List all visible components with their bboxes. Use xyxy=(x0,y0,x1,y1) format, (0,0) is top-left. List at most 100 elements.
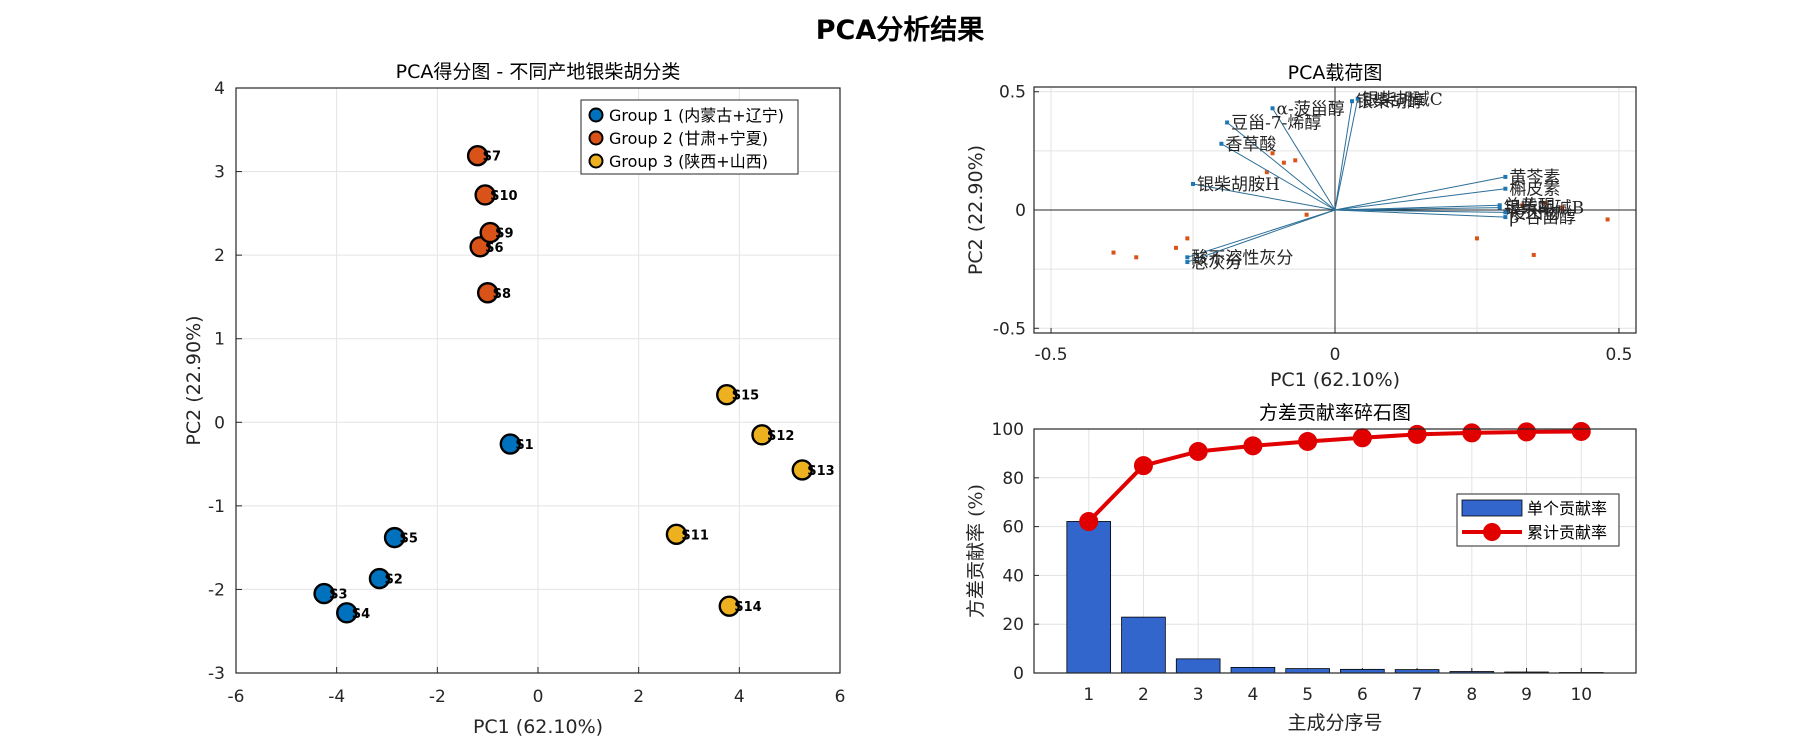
score-point-label: S5 xyxy=(400,532,418,547)
scree-y-tick-label: 20 xyxy=(1002,615,1024,635)
loading-variable-label: 豆甾-7-烯醇 xyxy=(1231,113,1321,133)
score-y-tick-label: 1 xyxy=(214,330,225,350)
scree-legend-bar-swatch xyxy=(1461,499,1523,517)
score-legend: Group 1 (内蒙古+辽宁) Group 2 (甘肃+宁夏) Group 3 (… xyxy=(580,99,799,175)
score-x-tick-label: 4 xyxy=(734,687,745,707)
scree-cumulative-point xyxy=(1298,431,1318,451)
loading-vector xyxy=(1334,204,1500,211)
scree-bar xyxy=(1175,658,1221,674)
loading-vector-tip xyxy=(1219,141,1224,146)
loading-score-dot xyxy=(1293,158,1298,163)
scree-legend-label: 累计贡献率 xyxy=(1527,523,1607,542)
scree-y-tick-label: 100 xyxy=(992,420,1024,440)
score-point xyxy=(368,567,391,590)
loading-y-tick-label: 0.5 xyxy=(999,83,1026,103)
loading-vector xyxy=(1334,209,1506,213)
loading-score-dot xyxy=(1111,250,1116,255)
score-point-label: S6 xyxy=(485,241,503,256)
scree-cumulative-point xyxy=(1243,436,1263,456)
scree-y-tick-label: 40 xyxy=(1002,566,1024,586)
scree-x-tick-label: 9 xyxy=(1521,685,1532,705)
scree-cumulative-point xyxy=(1079,511,1099,531)
score-point-label: S14 xyxy=(734,600,761,615)
scree-cumulative-point xyxy=(1462,423,1482,443)
score-point xyxy=(665,523,688,545)
scree-legend-label: 单个贡献率 xyxy=(1527,499,1607,518)
figure-title: PCA分析结果 xyxy=(815,15,985,46)
scree-legend-marker xyxy=(1483,523,1501,541)
score-point xyxy=(336,602,358,624)
scree-x-tick-label: 7 xyxy=(1412,685,1423,705)
loading-vector xyxy=(1334,176,1506,211)
score-y-tick-label: -2 xyxy=(208,580,225,600)
loading-score-dot xyxy=(1134,255,1139,260)
scree-cumulative-point xyxy=(1517,422,1537,442)
loading-score-dot xyxy=(1560,205,1565,210)
scree-bar xyxy=(1066,521,1112,674)
score-x-tick-label: 6 xyxy=(835,687,846,707)
score-point-label: S1 xyxy=(515,438,533,453)
score-y-tick-label: 0 xyxy=(214,413,225,433)
loading-variable-label: 银柴胡碱B xyxy=(1504,199,1585,219)
loading-x-axis-label: PC1 (62.10%) xyxy=(1270,369,1400,391)
loading-score-dot xyxy=(1531,252,1536,257)
score-point xyxy=(476,282,499,304)
score-y-tick-label: 3 xyxy=(214,163,225,183)
loading-vector xyxy=(1187,209,1336,263)
loading-vector-tip xyxy=(1185,255,1190,260)
loading-vector-tip xyxy=(1350,99,1355,104)
score-point-label: S15 xyxy=(732,389,759,404)
loading-variable-label: 香草酸 xyxy=(1225,135,1276,155)
loading-plot-frame xyxy=(1033,86,1637,334)
scree-x-tick-label: 10 xyxy=(1570,685,1592,705)
loading-score-dot xyxy=(1281,160,1286,165)
loading-vector-tip xyxy=(1225,120,1230,125)
loading-vector xyxy=(1334,188,1506,211)
score-y-tick-label: -3 xyxy=(208,664,225,684)
score-point-label: S4 xyxy=(352,607,370,622)
score-point xyxy=(469,236,491,258)
score-x-axis-label: PC1 (62.10%) xyxy=(473,716,603,738)
loading-variable-label: 槲皮素 xyxy=(1509,180,1560,200)
score-plot: -6 -4 -2 0 2 4 6 -3 -2 -1 0 1 2 3 4 S1 S2 S3 S4 S5 S6 S7 S8 S9… xyxy=(183,61,845,738)
loading-score-dot xyxy=(1173,245,1178,250)
loading-vector-tip xyxy=(1497,203,1502,208)
score-x-tick-label: 2 xyxy=(633,687,644,707)
score-y-tick-label: 4 xyxy=(214,79,225,99)
score-point xyxy=(499,433,522,455)
score-point xyxy=(479,221,501,244)
scree-bars xyxy=(1066,521,1604,674)
loading-vector-tip xyxy=(1497,205,1502,210)
scree-x-tick-label: 6 xyxy=(1357,685,1368,705)
scree-y-tick-label: 80 xyxy=(1002,469,1024,489)
scree-x-axis-label: 主成分序号 xyxy=(1287,712,1382,734)
score-x-tick-label: 0 xyxy=(533,687,544,707)
scree-x-tick-label: 5 xyxy=(1302,685,1313,705)
loading-vector xyxy=(1334,98,1359,211)
score-point-label: S7 xyxy=(483,150,501,165)
score-y-tick-label: -1 xyxy=(208,497,225,517)
scree-cumulative-path xyxy=(1087,429,1582,523)
scree-y-tick-label: 60 xyxy=(1002,518,1024,538)
score-legend-box xyxy=(580,99,799,175)
loading-x-tick-label: 0 xyxy=(1330,345,1341,365)
score-points: S1 S2 S3 S4 S5 S6 S7 S8 S9 S10 S11 S12 S13 S14 S15 xyxy=(313,144,835,624)
score-point xyxy=(466,144,489,167)
score-plot-title: PCA得分图 - 不同产地银柴胡分类 xyxy=(396,61,681,83)
loading-variable-label: 总黄酮 xyxy=(1504,196,1555,216)
scree-plot-title: 方差贡献率碎石图 xyxy=(1259,402,1411,424)
loading-vector xyxy=(1334,101,1353,211)
score-legend-label: Group 3 (陕西+山西) xyxy=(609,152,768,171)
score-plot-frame xyxy=(235,87,841,674)
score-x-tick-label: -4 xyxy=(328,687,345,707)
score-point xyxy=(791,459,813,481)
loading-y-tick-label: -0.5 xyxy=(993,319,1026,339)
scree-x-tick-label: 8 xyxy=(1466,685,1477,705)
scree-x-tick-label: 3 xyxy=(1193,685,1204,705)
loading-vector-tip xyxy=(1503,174,1508,179)
score-y-tick-label: 2 xyxy=(214,246,225,266)
scree-cumulative-point xyxy=(1407,424,1427,444)
score-point-label: S12 xyxy=(767,429,794,444)
